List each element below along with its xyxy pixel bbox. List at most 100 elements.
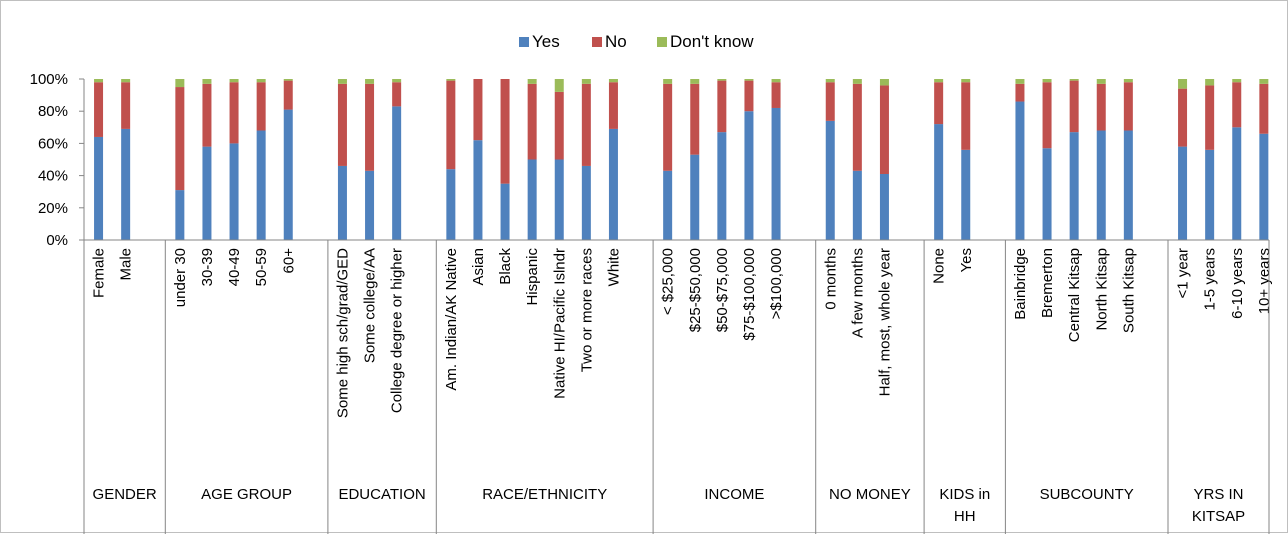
bar-25-50-000-yes xyxy=(690,154,700,240)
category-label: under 30 xyxy=(172,248,189,307)
bar-1-5-years-no xyxy=(1205,85,1215,150)
bar-half-most-whole-year-no xyxy=(879,85,889,174)
bar-6-10-years-yes xyxy=(1232,127,1242,240)
bar-native-hi-pacific-islndr-no xyxy=(554,91,564,160)
bar-0-months-no xyxy=(825,82,835,121)
category-label: 40-49 xyxy=(226,248,243,286)
category-label: 0 months xyxy=(822,248,839,310)
bar-none-yes xyxy=(934,124,944,240)
y-axis: 0% 20% 40% 60% 80% 100% xyxy=(30,71,85,249)
category-label: Some high sch/grad/GED xyxy=(334,248,351,418)
category-label: A few months xyxy=(849,248,866,338)
bar-am-indian-ak-native-don-t-know xyxy=(446,79,456,81)
bar-white-no xyxy=(608,82,618,129)
bar-30-39-don-t-know xyxy=(202,79,212,84)
bar-bainbridge-no xyxy=(1015,83,1025,102)
bar-bainbridge-don-t-know xyxy=(1015,79,1025,84)
category-label: >$100,000 xyxy=(768,248,785,319)
bar-1-year-don-t-know xyxy=(1178,79,1188,89)
group-label-age-group: AGE GROUP xyxy=(201,486,292,503)
bar-40-49-no xyxy=(229,82,239,144)
bar-white-yes xyxy=(608,128,618,240)
group-label-income: INCOME xyxy=(704,486,764,503)
bar-south-kitsap-no xyxy=(1123,82,1133,131)
category-label: Half, most, whole year xyxy=(876,248,893,396)
bar-0-months-yes xyxy=(825,120,835,240)
category-label: 10+ years xyxy=(1256,248,1273,314)
bar-female-don-t-know xyxy=(94,79,104,83)
group-label-yrs-in-kitsap: YRS IN KITSAP xyxy=(1192,486,1245,525)
bar-some-high-sch-grad-ged-don-t-know xyxy=(337,79,347,84)
bar-yes-don-t-know xyxy=(961,79,971,83)
group-label-education: EDUCATION xyxy=(338,486,425,503)
bar-50-59-no xyxy=(256,82,266,131)
bar-hispanic-don-t-know xyxy=(527,79,537,84)
bar-central-kitsap-yes xyxy=(1069,132,1079,240)
bar-50-59-yes xyxy=(256,130,266,240)
bar-white-don-t-know xyxy=(608,79,618,83)
bar-bremerton-no xyxy=(1042,82,1052,149)
bar-25-000-yes xyxy=(663,170,673,240)
bar-30-39-no xyxy=(202,83,212,147)
category-label: Native HI/Pacific Islndr xyxy=(551,248,568,399)
bar-north-kitsap-don-t-know xyxy=(1096,79,1106,84)
category-label: Some college/AA xyxy=(362,248,379,363)
bar-native-hi-pacific-islndr-don-t-know xyxy=(554,79,564,92)
category-label: South Kitsap xyxy=(1120,248,1137,333)
bar-40-49-yes xyxy=(229,143,239,240)
bar-some-high-sch-grad-ged-yes xyxy=(337,165,347,240)
category-label: Asian xyxy=(470,248,487,286)
bar-75-100-000-yes xyxy=(744,111,754,240)
bar-male-no xyxy=(121,82,131,129)
bar-under-30-yes xyxy=(175,190,185,240)
legend-swatch-no xyxy=(592,37,602,47)
bar-female-yes xyxy=(94,136,104,240)
bar-10-years-yes xyxy=(1259,133,1269,240)
category-label: Male xyxy=(118,248,135,281)
bar-25-000-don-t-know xyxy=(663,79,673,84)
bar-60-yes xyxy=(283,109,293,240)
bar-25-50-000-no xyxy=(690,83,700,155)
bar-60-don-t-know xyxy=(283,79,293,81)
category-label: 6-10 years xyxy=(1229,248,1246,319)
bar-am-indian-ak-native-yes xyxy=(446,169,456,240)
bar-100-000-yes xyxy=(771,107,781,240)
bar-north-kitsap-yes xyxy=(1096,130,1106,240)
bar-75-100-000-no xyxy=(744,80,754,112)
bar-hispanic-yes xyxy=(527,159,537,240)
bar-south-kitsap-don-t-know xyxy=(1123,79,1133,83)
y-tick-label: 0% xyxy=(46,232,68,249)
bar-central-kitsap-don-t-know xyxy=(1069,79,1079,81)
bar-some-college-aa-no xyxy=(365,83,375,171)
bar-30-39-yes xyxy=(202,146,212,240)
legend-swatch-yes xyxy=(519,37,529,47)
category-label: None xyxy=(931,248,948,284)
bar-none-no xyxy=(934,82,944,125)
bar-10-years-no xyxy=(1259,83,1269,134)
category-label: Bremerton xyxy=(1039,248,1056,318)
bar-college-degree-or-higher-yes xyxy=(392,106,402,241)
group-label-race-ethnicity: RACE/ETHNICITY xyxy=(482,486,607,503)
bar-none-don-t-know xyxy=(934,79,944,83)
legend: Yes No Don't know xyxy=(519,32,754,51)
bar-half-most-whole-year-yes xyxy=(879,173,889,240)
x-axis: Female Male GENDER under 30 30-39 40-49 50-59 6… xyxy=(83,239,1273,534)
bar-6-10-years-don-t-know xyxy=(1232,79,1242,83)
category-label: Two or more races xyxy=(578,248,595,372)
bar-100-000-no xyxy=(771,82,781,108)
bar-10-years-don-t-know xyxy=(1259,79,1269,84)
bar-half-most-whole-year-don-t-know xyxy=(879,79,889,86)
category-label: 1-5 years xyxy=(1202,248,1219,311)
bar-am-indian-ak-native-no xyxy=(446,80,456,170)
bar-female-no xyxy=(94,82,104,137)
legend-label-don-t-know: Don't know xyxy=(670,32,754,51)
bar-yes-yes xyxy=(961,149,971,240)
category-label: Female xyxy=(91,248,108,298)
category-label: <1 year xyxy=(1175,248,1192,298)
bar-1-5-years-don-t-know xyxy=(1205,79,1215,86)
category-label: Am. Indian/AK Native xyxy=(443,248,460,391)
bar-some-college-aa-don-t-know xyxy=(365,79,375,84)
bar-two-or-more-races-yes xyxy=(581,165,591,240)
category-label: 30-39 xyxy=(199,248,216,286)
